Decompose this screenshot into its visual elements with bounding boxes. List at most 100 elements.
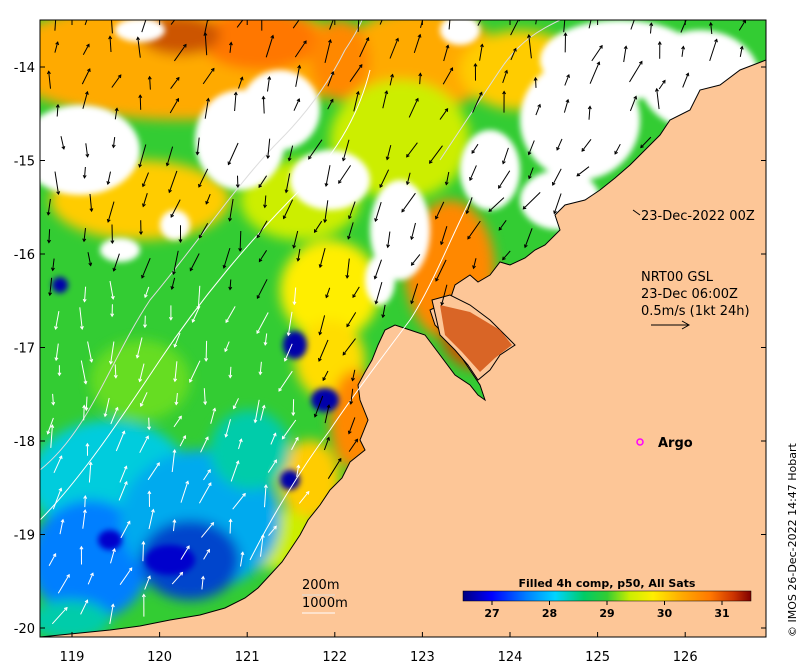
current-arrow-head <box>318 264 323 269</box>
current-arrow-head <box>502 256 506 261</box>
current-arrow <box>254 399 260 423</box>
current-arrow-head <box>203 31 208 36</box>
current-arrow-head <box>374 218 379 223</box>
current-arrow <box>350 388 354 404</box>
current-arrow-head <box>117 74 122 79</box>
current-arrow <box>225 306 236 323</box>
current-arrow <box>738 20 746 31</box>
current-arrow <box>84 20 88 26</box>
current-arrow-head <box>222 264 227 269</box>
current-arrow <box>406 142 418 158</box>
current-arrow <box>441 284 448 306</box>
bathymetry-contours <box>40 20 561 561</box>
current-arrow-head <box>524 244 528 249</box>
current-arrow-head <box>527 151 532 156</box>
current-arrow-head <box>405 181 410 186</box>
current-arrow-head <box>587 105 592 110</box>
argo-float-marker[interactable] <box>636 438 644 446</box>
current-arrow <box>205 194 211 204</box>
current-arrow <box>238 77 243 89</box>
current-arrow-head <box>114 107 119 112</box>
current-arrow <box>174 332 181 348</box>
current-arrow <box>352 369 356 381</box>
current-arrow-head <box>110 603 115 608</box>
current-arrow <box>319 315 326 335</box>
current-arrow <box>256 279 268 299</box>
current-arrow-head <box>435 277 439 282</box>
current-arrow-head <box>79 545 84 550</box>
current-arrow <box>179 435 186 447</box>
current-arrow-head <box>111 144 116 149</box>
current-arrow-head <box>533 76 538 81</box>
current-annotation-line2: 23-Dec 06:00Z <box>641 287 738 302</box>
current-arrow <box>227 142 239 165</box>
current-arrow-head <box>205 436 209 441</box>
current-arrow-head <box>258 184 263 189</box>
current-arrow <box>329 20 334 30</box>
colorbar-tick-label: 30 <box>657 607 673 620</box>
current-arrow-head <box>88 10 91 13</box>
colorbar-tick-label: 29 <box>599 607 614 620</box>
current-arrow-head <box>108 35 113 40</box>
current-arrow-head <box>634 14 637 17</box>
current-arrow-head <box>640 144 644 149</box>
current-arrow <box>175 393 178 405</box>
current-arrow-head <box>273 459 277 464</box>
current-arrow-head <box>444 181 449 186</box>
sst-time-annotation: 23-Dec-2022 00Z <box>641 209 755 224</box>
current-arrow <box>524 228 533 248</box>
current-arrow-head <box>445 44 450 49</box>
current-arrow-head <box>206 97 210 102</box>
current-arrow <box>288 145 294 161</box>
current-arrow-head <box>479 91 483 96</box>
current-arrow <box>264 195 267 208</box>
current-arrow <box>198 482 212 504</box>
current-arrow <box>229 519 232 534</box>
current-arrow-head <box>623 45 628 50</box>
current-arrow-head <box>256 234 261 239</box>
current-arrow-head <box>82 174 87 179</box>
current-arrow <box>739 46 743 57</box>
current-arrow <box>650 23 652 34</box>
current-arrow <box>488 197 505 212</box>
y-tick-label: -15 <box>14 155 35 170</box>
current-arrow <box>171 572 183 585</box>
current-arrow-head <box>581 148 586 152</box>
current-arrow-head <box>449 67 454 72</box>
current-arrow <box>510 48 517 61</box>
current-arrow-head <box>322 377 326 382</box>
current-arrow-head <box>141 274 145 279</box>
current-arrow <box>563 99 569 113</box>
current-arrow-head <box>172 518 177 523</box>
current-arrow <box>448 20 451 30</box>
current-arrow <box>109 604 114 624</box>
current-arrow <box>327 458 342 479</box>
current-arrow-head <box>61 146 66 150</box>
current-arrow <box>656 88 660 110</box>
current-arrow-head <box>498 226 503 231</box>
current-arrow-head <box>261 404 266 409</box>
current-arrow <box>640 136 652 148</box>
current-arrow <box>148 417 150 430</box>
current-arrow <box>171 449 176 473</box>
current-arrow-head <box>147 75 152 80</box>
current-arrow <box>114 108 118 120</box>
current-arrow-head <box>326 436 330 441</box>
current-arrow-head <box>144 294 148 299</box>
current-arrow-head <box>263 341 268 346</box>
current-arrow <box>142 193 148 207</box>
y-tick-label: -19 <box>14 529 35 544</box>
current-arrow-head <box>266 155 270 160</box>
current-arrow <box>139 144 147 168</box>
current-arrow <box>173 44 187 62</box>
current-arrow <box>110 548 116 564</box>
current-arrow-head <box>401 208 405 213</box>
current-arrow <box>173 519 176 532</box>
current-arrow-head <box>172 271 176 276</box>
argo-label: Argo <box>658 436 693 451</box>
current-arrow-head <box>85 90 89 95</box>
current-arrow-head <box>488 208 493 213</box>
current-arrow <box>469 165 477 181</box>
current-arrow-head <box>183 43 187 48</box>
x-tick-label: 126 <box>673 650 698 665</box>
